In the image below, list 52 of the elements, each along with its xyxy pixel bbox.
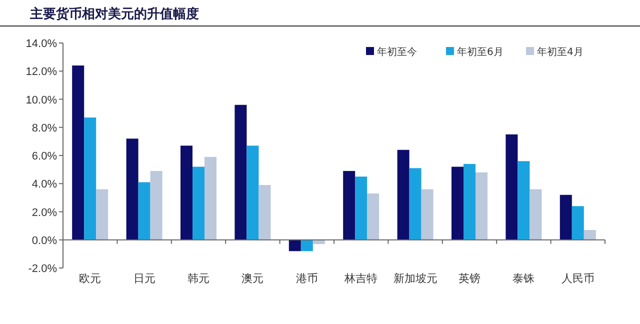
y-tick-label: -2.0% — [28, 263, 58, 275]
bar — [452, 166, 464, 240]
y-tick-label: 8.0% — [32, 122, 58, 134]
bar — [300, 240, 313, 252]
bar — [288, 240, 301, 252]
bar — [518, 161, 530, 240]
x-tick-label: 韩元 — [188, 272, 210, 285]
y-tick-label: 14.0% — [26, 38, 58, 50]
bar — [258, 185, 271, 240]
y-tick-label: 6.0% — [32, 150, 58, 162]
bar — [409, 168, 422, 240]
bar — [421, 189, 434, 240]
bar — [72, 66, 84, 240]
x-tick-label: 林吉特 — [344, 272, 378, 285]
bar — [355, 176, 368, 240]
legend-label: 年初至4月 — [537, 46, 584, 58]
y-tick-label: 12.0% — [26, 66, 58, 78]
x-tick-label: 人民币 — [561, 272, 594, 285]
x-tick-label: 欧元 — [79, 272, 102, 285]
bar — [192, 166, 204, 240]
x-tick-label: 泰铢 — [512, 272, 535, 285]
bar — [560, 194, 572, 240]
bar — [150, 170, 162, 240]
bar — [476, 172, 488, 240]
bar — [246, 146, 259, 240]
bar — [572, 206, 584, 240]
bar — [530, 189, 542, 240]
x-tick-label: 新加坡元 — [393, 272, 438, 285]
bar — [84, 118, 96, 240]
legend-label: 年初至6月 — [457, 46, 504, 58]
bar — [397, 150, 410, 240]
x-tick-label: 英镑 — [458, 272, 480, 285]
x-tick-label: 日元 — [133, 272, 156, 285]
bar — [464, 164, 476, 240]
bar — [126, 138, 138, 240]
y-tick-label: 0.0% — [32, 234, 58, 247]
x-tick-label: 港币 — [296, 272, 318, 285]
bar — [234, 104, 247, 240]
bar — [343, 170, 356, 240]
bar — [584, 230, 596, 240]
y-tick-label: 10.0% — [26, 94, 58, 106]
legend-label: 年初至今 — [377, 46, 417, 58]
x-tick-label: 澳元 — [242, 272, 264, 285]
bar — [180, 146, 192, 240]
y-tick-label: 4.0% — [32, 178, 58, 191]
bar — [506, 134, 518, 240]
bar — [138, 182, 150, 240]
y-tick-label: 2.0% — [32, 206, 58, 219]
bar — [367, 193, 380, 240]
chart-title: 主要货币相对美元的升值幅度 — [29, 6, 199, 22]
bar — [204, 156, 216, 240]
bar — [96, 189, 108, 240]
